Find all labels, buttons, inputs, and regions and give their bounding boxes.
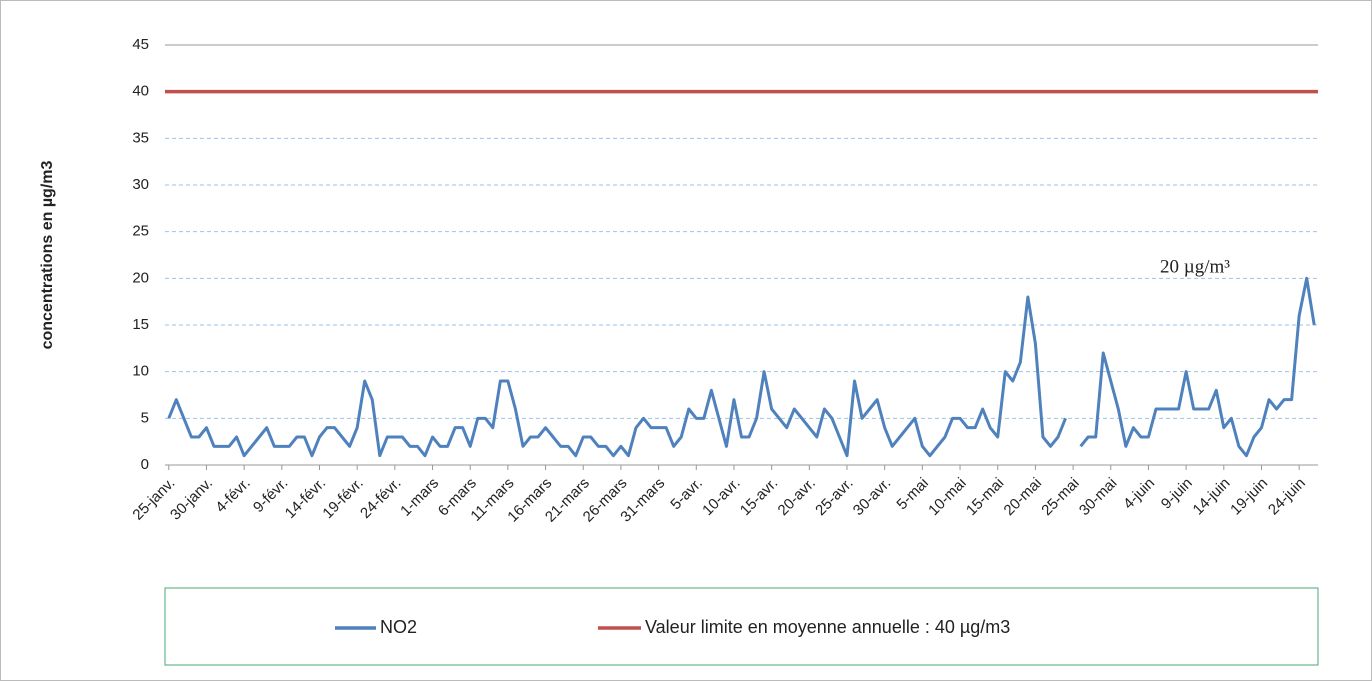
legend-label: Valeur limite en moyenne annuelle : 40 µ… (645, 617, 1010, 637)
y-axis-label: concentrations en µg/m3 (39, 160, 56, 349)
legend-label: NO2 (380, 617, 417, 637)
y-tick-label: 45 (132, 36, 149, 53)
y-tick-label: 5 (141, 409, 149, 426)
y-tick-label: 15 (132, 316, 149, 333)
y-tick-label: 20 (132, 269, 149, 286)
y-tick-label: 25 (132, 223, 149, 240)
y-tick-label: 0 (141, 456, 149, 473)
y-tick-label: 40 (132, 83, 149, 100)
y-tick-label: 10 (132, 363, 149, 380)
annotation: 20 µg/m³ (1160, 256, 1230, 277)
y-tick-label: 30 (132, 176, 149, 193)
y-tick-label: 35 (132, 129, 149, 146)
legend-box (164, 587, 1319, 666)
data-line (167, 276, 1316, 458)
